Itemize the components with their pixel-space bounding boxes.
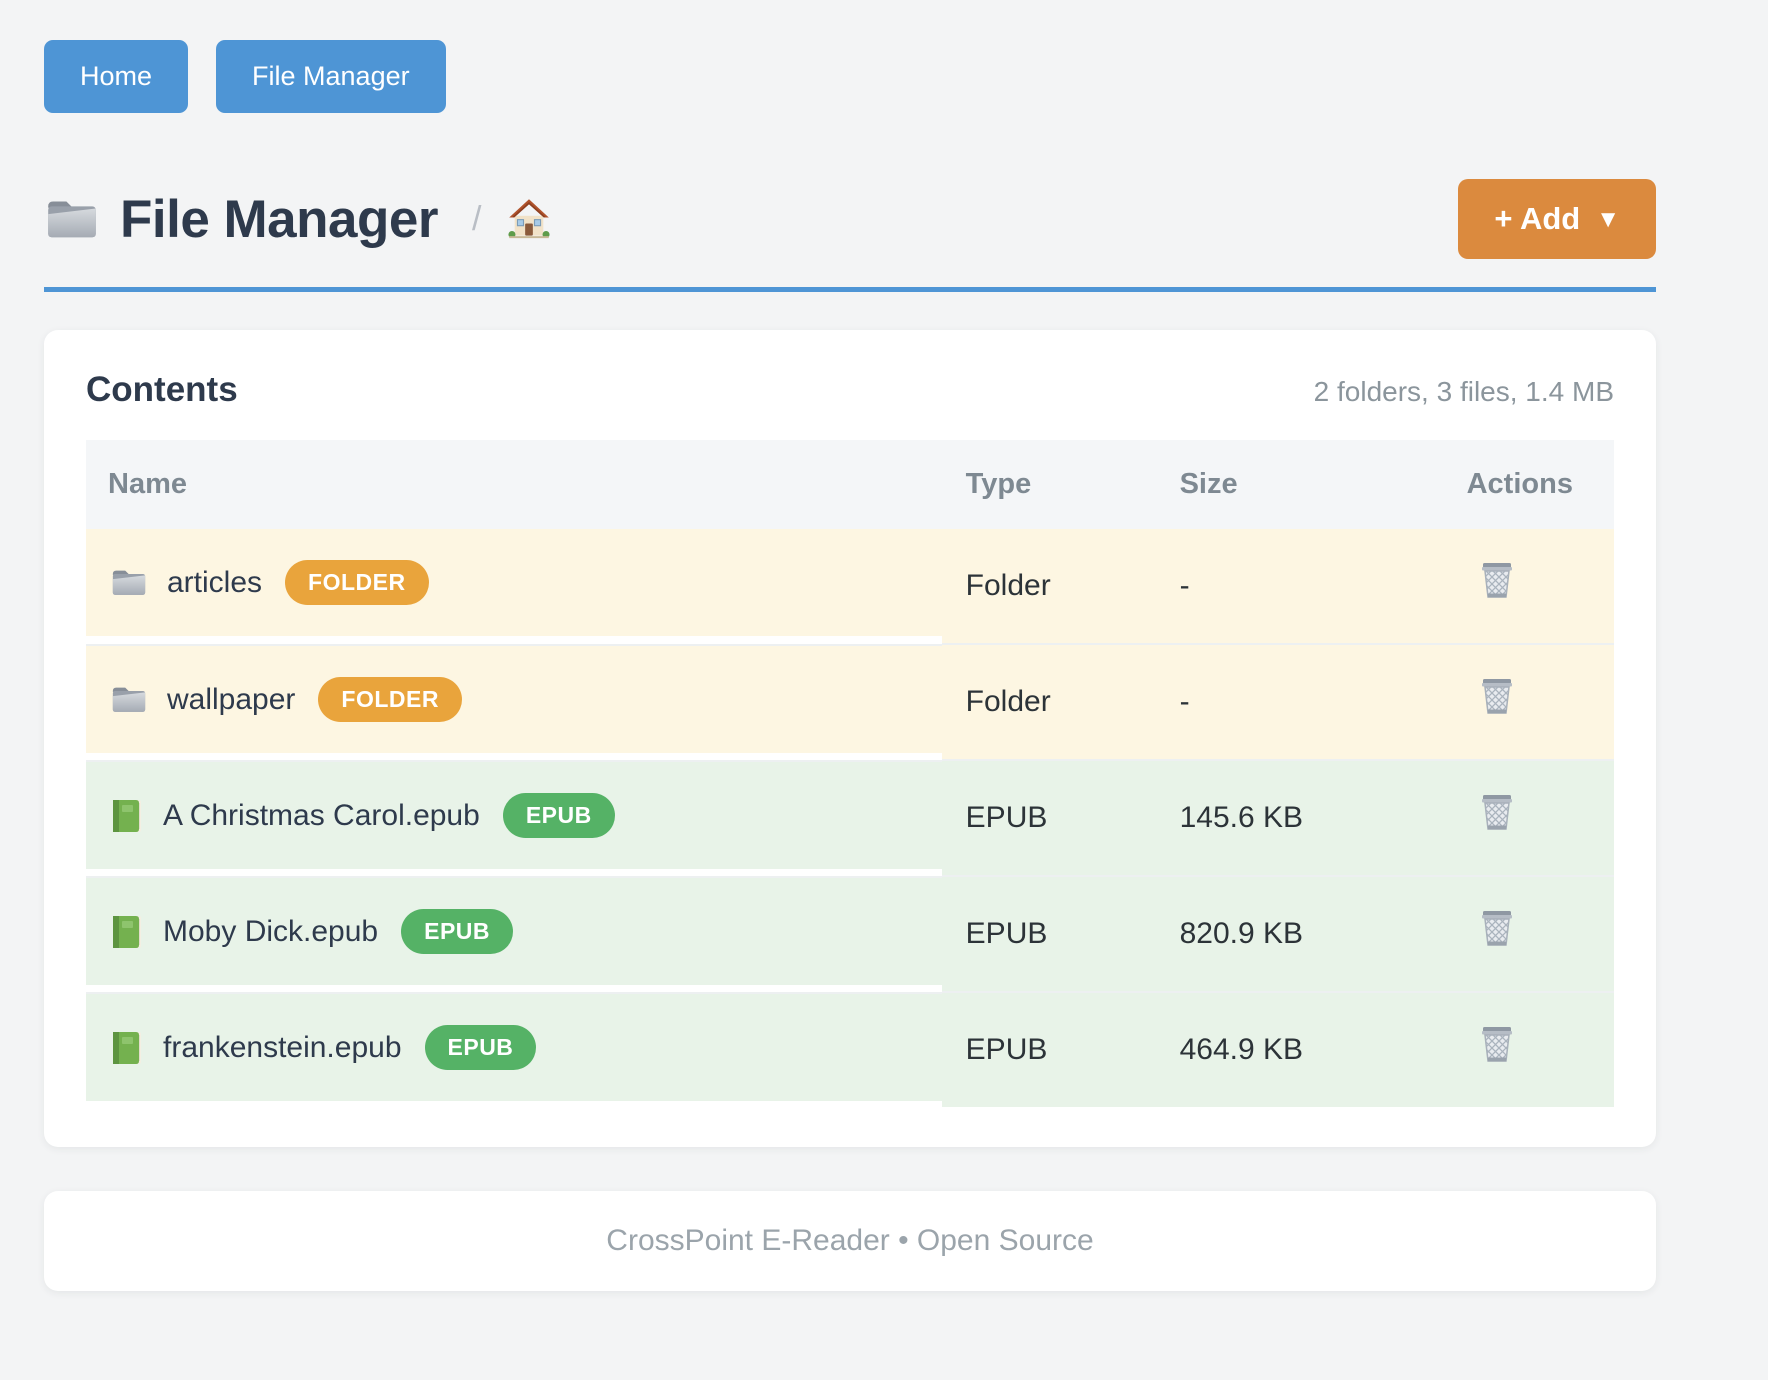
trash-icon <box>1477 792 1517 839</box>
file-name-link[interactable]: wallpaper <box>167 682 296 716</box>
name-cell: A Christmas Carol.epub EPUB <box>86 760 942 869</box>
page: Home File Manager File Manager / <box>44 40 1656 1291</box>
column-header-type: Type <box>941 440 1156 529</box>
delete-button[interactable] <box>1477 560 1517 607</box>
table-row[interactable]: frankenstein.epub EPUB EPUB 464.9 KB <box>86 991 1614 1107</box>
header-divider <box>44 287 1656 292</box>
title-group: File Manager / <box>44 189 551 250</box>
file-name-link[interactable]: Moby Dick.epub <box>163 914 379 948</box>
delete-button[interactable] <box>1477 1024 1517 1071</box>
breadcrumb-home-link[interactable] <box>507 196 551 243</box>
actions-cell <box>1430 875 1614 992</box>
file-type-badge: FOLDER <box>285 560 429 605</box>
trash-icon <box>1477 676 1517 723</box>
contents-card-header: Contents 2 folders, 3 files, 1.4 MB <box>86 370 1614 410</box>
delete-button[interactable] <box>1477 676 1517 723</box>
home-icon <box>507 196 551 243</box>
file-table-head: Name Type Size Actions <box>86 440 1614 529</box>
name-cell: Moby Dick.epub EPUB <box>86 876 942 985</box>
file-name-link[interactable]: A Christmas Carol.epub <box>163 798 480 832</box>
actions-cell <box>1430 643 1614 760</box>
file-type-cell: Folder <box>941 643 1156 760</box>
file-type-badge: EPUB <box>502 793 615 838</box>
file-type-cell: EPUB <box>941 759 1156 876</box>
page-title: File Manager <box>120 189 438 249</box>
folder-icon <box>110 566 148 599</box>
file-size-cell: 464.9 KB <box>1155 991 1431 1107</box>
trash-icon <box>1477 908 1517 955</box>
nav-home-button[interactable]: Home <box>44 40 189 113</box>
actions-cell <box>1430 759 1614 876</box>
contents-heading: Contents <box>86 370 238 409</box>
column-header-actions: Actions <box>1430 440 1614 529</box>
file-type-badge: FOLDER <box>318 677 462 722</box>
file-type-cell: EPUB <box>941 875 1156 992</box>
book-icon <box>110 797 144 835</box>
table-row[interactable]: Moby Dick.epub EPUB EPUB 820.9 KB <box>86 875 1614 992</box>
folder-icon <box>110 683 148 716</box>
delete-button[interactable] <box>1477 908 1517 955</box>
table-row[interactable]: articles FOLDER Folder - <box>86 529 1614 644</box>
file-table: Name Type Size Actions articles FOLDER F… <box>86 440 1614 1107</box>
top-nav: Home File Manager <box>44 40 1656 113</box>
column-header-size: Size <box>1155 440 1431 529</box>
file-size-cell: 820.9 KB <box>1155 875 1431 992</box>
table-row[interactable]: wallpaper FOLDER Folder - <box>86 643 1614 760</box>
file-size-cell: - <box>1155 643 1431 760</box>
chevron-down-icon: ▼ <box>1596 206 1620 233</box>
book-icon <box>110 913 144 951</box>
file-type-badge: EPUB <box>401 909 514 954</box>
file-table-body: articles FOLDER Folder - wallpape <box>86 529 1614 1107</box>
file-name-link[interactable]: articles <box>167 565 263 599</box>
file-name-link[interactable]: frankenstein.epub <box>163 1030 402 1064</box>
page-header: File Manager / <box>44 179 1656 259</box>
name-cell: wallpaper FOLDER <box>86 644 942 753</box>
header-row: Name Type Size Actions <box>86 440 1614 529</box>
footer-text: CrossPoint E-Reader • Open Source <box>606 1224 1094 1257</box>
breadcrumb-separator: / <box>471 199 482 238</box>
trash-icon <box>1477 1024 1517 1071</box>
contents-card: Contents 2 folders, 3 files, 1.4 MB Name… <box>44 330 1656 1147</box>
name-cell: frankenstein.epub EPUB <box>86 992 942 1101</box>
book-icon <box>110 1029 144 1067</box>
column-header-name: Name <box>86 440 942 529</box>
footer: CrossPoint E-Reader • Open Source <box>44 1191 1656 1291</box>
trash-icon <box>1477 560 1517 607</box>
nav-file-manager-button[interactable]: File Manager <box>216 40 446 113</box>
file-size-cell: 145.6 KB <box>1155 759 1431 876</box>
contents-summary: 2 folders, 3 files, 1.4 MB <box>1313 376 1614 407</box>
folder-icon <box>44 195 100 243</box>
actions-cell <box>1430 991 1614 1107</box>
file-size-cell: - <box>1155 529 1431 644</box>
actions-cell <box>1430 529 1614 644</box>
add-button[interactable]: + Add ▼ <box>1458 179 1656 259</box>
add-button-label: + Add <box>1494 201 1581 236</box>
file-type-cell: EPUB <box>941 991 1156 1107</box>
name-cell: articles FOLDER <box>86 529 942 636</box>
file-type-badge: EPUB <box>424 1025 537 1070</box>
table-row[interactable]: A Christmas Carol.epub EPUB EPUB 145.6 K… <box>86 759 1614 876</box>
file-type-cell: Folder <box>941 529 1156 644</box>
delete-button[interactable] <box>1477 792 1517 839</box>
